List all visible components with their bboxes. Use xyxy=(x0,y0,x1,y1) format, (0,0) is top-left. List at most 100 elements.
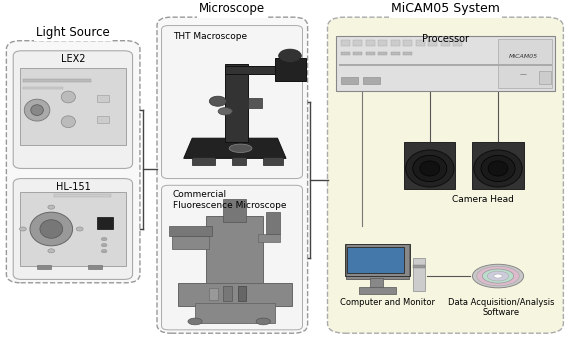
Ellipse shape xyxy=(30,212,72,246)
Bar xyxy=(441,40,450,46)
Bar xyxy=(172,236,209,249)
Bar xyxy=(341,52,349,55)
Bar xyxy=(378,40,387,46)
Text: LEX2: LEX2 xyxy=(60,54,85,64)
Ellipse shape xyxy=(494,274,502,278)
Ellipse shape xyxy=(487,271,509,281)
Bar xyxy=(206,216,263,290)
Bar xyxy=(238,286,246,301)
Bar xyxy=(453,40,462,46)
Ellipse shape xyxy=(101,237,107,241)
Bar xyxy=(370,278,382,288)
Bar xyxy=(347,247,404,273)
Bar xyxy=(428,40,437,46)
Ellipse shape xyxy=(61,91,75,103)
Ellipse shape xyxy=(473,264,524,288)
Text: MiCAM05: MiCAM05 xyxy=(509,54,538,59)
Ellipse shape xyxy=(209,96,226,106)
Ellipse shape xyxy=(101,249,107,253)
FancyBboxPatch shape xyxy=(328,17,563,333)
Ellipse shape xyxy=(25,99,50,121)
Ellipse shape xyxy=(188,318,202,325)
Bar xyxy=(353,40,362,46)
Text: Computer and Monitor: Computer and Monitor xyxy=(340,298,435,307)
Bar xyxy=(378,52,387,55)
Bar xyxy=(258,234,280,243)
Bar xyxy=(223,199,246,222)
Bar xyxy=(539,71,551,84)
Ellipse shape xyxy=(218,108,233,115)
Ellipse shape xyxy=(256,318,270,325)
FancyBboxPatch shape xyxy=(161,185,303,330)
Bar xyxy=(275,57,306,81)
Bar xyxy=(209,288,218,300)
Bar xyxy=(339,64,552,66)
Text: —: — xyxy=(520,72,527,77)
Bar xyxy=(341,40,349,46)
Text: Light Source: Light Source xyxy=(36,26,110,39)
Ellipse shape xyxy=(40,220,63,238)
Bar xyxy=(97,116,109,123)
Bar xyxy=(353,52,362,55)
FancyBboxPatch shape xyxy=(13,51,133,169)
Bar xyxy=(225,66,288,74)
Bar xyxy=(54,194,111,197)
Bar xyxy=(37,265,51,269)
Bar xyxy=(390,40,400,46)
Bar xyxy=(336,36,555,91)
Ellipse shape xyxy=(477,266,519,286)
Ellipse shape xyxy=(406,150,454,187)
Bar xyxy=(248,98,262,108)
Ellipse shape xyxy=(420,161,440,176)
Text: THT Macroscope: THT Macroscope xyxy=(173,32,247,41)
Bar xyxy=(413,258,425,291)
Bar xyxy=(97,95,109,103)
Polygon shape xyxy=(184,138,286,158)
Bar xyxy=(192,157,215,165)
FancyBboxPatch shape xyxy=(157,17,308,333)
Bar xyxy=(23,87,63,89)
Bar xyxy=(413,265,425,268)
Bar xyxy=(363,77,380,84)
Ellipse shape xyxy=(48,249,55,253)
Bar xyxy=(473,142,524,189)
Bar xyxy=(365,52,374,55)
Bar xyxy=(359,287,396,293)
Ellipse shape xyxy=(61,116,75,128)
Bar xyxy=(403,40,412,46)
Text: Commercial
Fluorescence Microscope: Commercial Fluorescence Microscope xyxy=(173,190,286,210)
Bar xyxy=(232,157,246,165)
Bar xyxy=(416,40,425,46)
Bar xyxy=(88,265,103,269)
Bar xyxy=(266,212,280,234)
Text: MiCAM05 System: MiCAM05 System xyxy=(391,2,500,15)
Ellipse shape xyxy=(101,244,107,247)
Bar xyxy=(97,217,113,229)
Ellipse shape xyxy=(413,155,447,182)
Ellipse shape xyxy=(76,227,83,231)
Text: Camera Head: Camera Head xyxy=(452,195,514,204)
Bar xyxy=(169,226,212,236)
FancyBboxPatch shape xyxy=(161,25,303,179)
Bar xyxy=(178,283,292,306)
Ellipse shape xyxy=(229,144,252,152)
Bar xyxy=(403,52,412,55)
Ellipse shape xyxy=(481,155,515,182)
Ellipse shape xyxy=(482,269,514,283)
Bar xyxy=(195,303,275,323)
Bar xyxy=(365,40,374,46)
Text: HL-151: HL-151 xyxy=(55,182,90,192)
Bar xyxy=(20,192,126,266)
FancyBboxPatch shape xyxy=(13,179,133,279)
Bar xyxy=(404,142,455,189)
Bar xyxy=(390,52,400,55)
FancyBboxPatch shape xyxy=(6,41,140,283)
Bar xyxy=(20,67,126,145)
Text: Data Acquisition/Analysis
Software: Data Acquisition/Analysis Software xyxy=(447,298,554,317)
Ellipse shape xyxy=(48,205,55,209)
Ellipse shape xyxy=(19,227,26,231)
Bar xyxy=(263,157,283,165)
Bar xyxy=(225,64,248,142)
Ellipse shape xyxy=(474,150,522,187)
Text: Processor: Processor xyxy=(422,34,469,44)
